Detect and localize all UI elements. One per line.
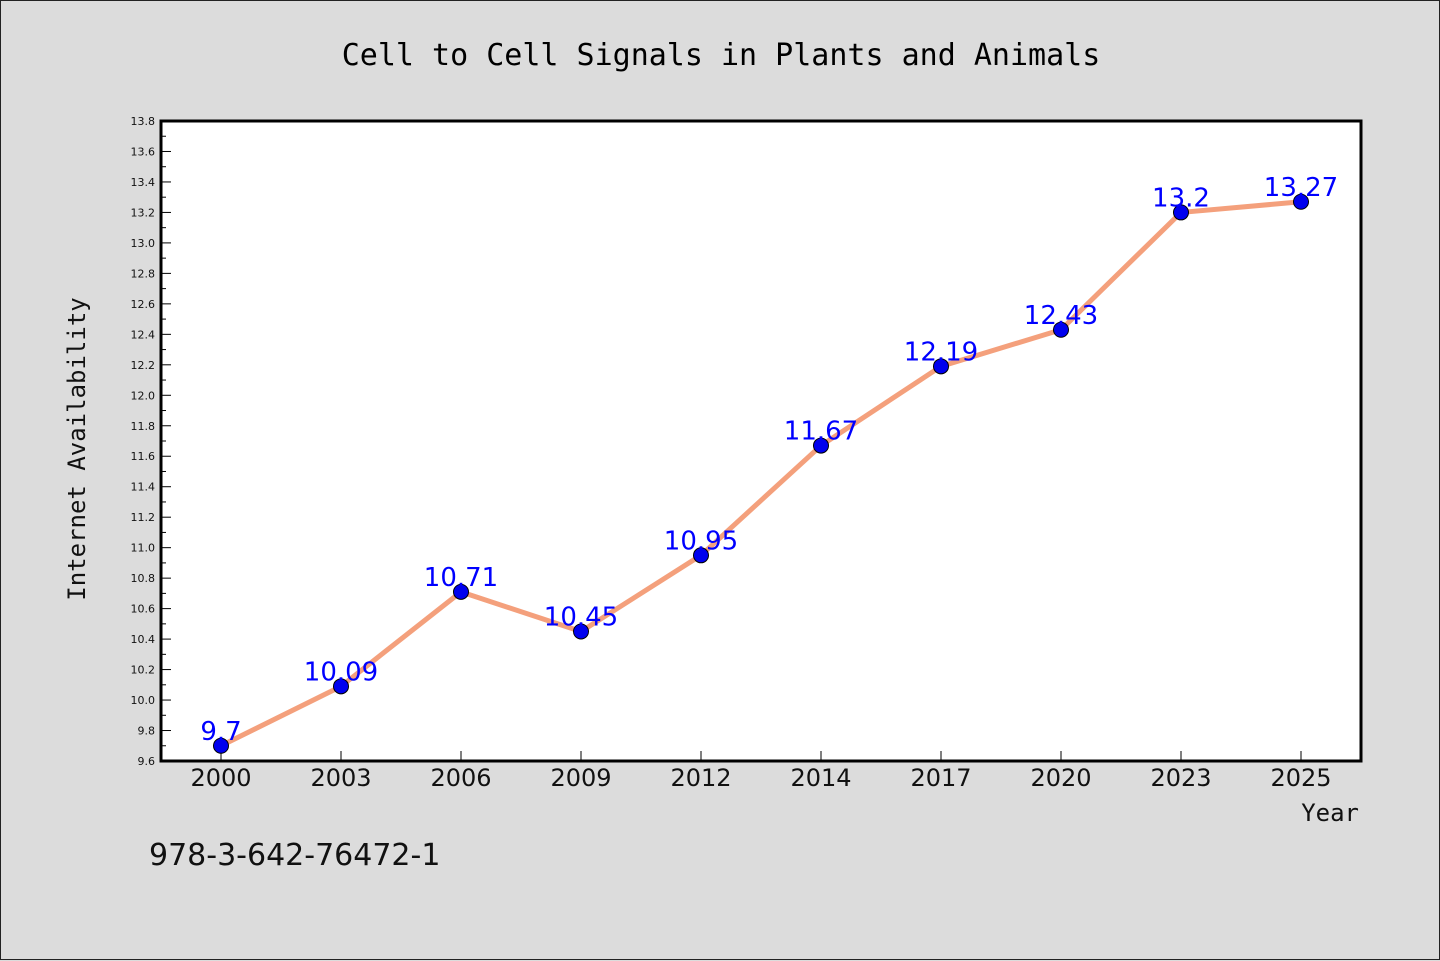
series-line bbox=[219, 199, 1302, 749]
x-axis: 2000 2003 2006 2009 2012 2014 2017 2020 2023 2025 bbox=[190, 751, 1332, 792]
y-tick-label: 13.0 bbox=[131, 237, 156, 250]
y-axis-label: Internet Availability bbox=[63, 297, 91, 600]
data-label: 10.45 bbox=[544, 602, 618, 632]
data-labels: 9.7 10.09 10.71 10.45 10.95 11.67 12.19 12.43 13… bbox=[200, 173, 1338, 747]
data-label: 12.43 bbox=[1024, 301, 1098, 331]
x-tick-label: 2006 bbox=[430, 764, 491, 792]
x-axis-label: Year bbox=[1301, 799, 1359, 827]
data-point bbox=[573, 623, 589, 640]
y-tick-label: 13.4 bbox=[131, 176, 156, 189]
y-tick-label: 12.4 bbox=[131, 328, 156, 341]
data-point bbox=[813, 437, 829, 454]
data-point bbox=[1293, 193, 1309, 210]
data-label: 13.2 bbox=[1152, 183, 1210, 213]
y-tick-label: 13.8 bbox=[131, 115, 156, 128]
plot-area bbox=[159, 119, 1363, 763]
x-tick-label: 2023 bbox=[1150, 764, 1211, 792]
data-label: 10.09 bbox=[304, 657, 378, 687]
x-tick-label: 2003 bbox=[310, 764, 371, 792]
y-tick-label: 12.6 bbox=[131, 298, 156, 311]
data-point bbox=[453, 583, 469, 600]
isbn-text: 978-3-642-76472-1 bbox=[149, 838, 440, 873]
y-tick-label: 12.2 bbox=[131, 359, 156, 372]
data-point bbox=[1173, 204, 1189, 221]
data-point bbox=[333, 678, 349, 695]
y-tick-label: 10.2 bbox=[131, 664, 156, 677]
data-label: 9.7 bbox=[200, 717, 241, 747]
x-tick-label: 2017 bbox=[910, 764, 971, 792]
data-point bbox=[1053, 321, 1069, 338]
data-point bbox=[693, 547, 709, 564]
y-tick-label: 11.0 bbox=[131, 542, 156, 555]
x-tick-label: 2025 bbox=[1270, 764, 1331, 792]
y-tick-label: 11.4 bbox=[131, 481, 156, 494]
data-point bbox=[933, 358, 949, 375]
x-tick-label: 2012 bbox=[670, 764, 731, 792]
y-tick-label: 12.0 bbox=[131, 389, 156, 402]
data-point bbox=[213, 737, 229, 754]
y-tick-label: 13.6 bbox=[131, 145, 156, 158]
y-tick-label: 11.6 bbox=[131, 450, 156, 463]
data-label: 10.95 bbox=[664, 526, 738, 556]
x-tick-label: 2000 bbox=[190, 764, 251, 792]
data-label: 13.27 bbox=[1264, 173, 1338, 203]
y-tick-label: 9.6 bbox=[138, 755, 156, 768]
y-tick-label: 11.8 bbox=[131, 420, 156, 433]
x-tick-label: 2020 bbox=[1030, 764, 1091, 792]
y-tick-label: 10.8 bbox=[131, 572, 156, 585]
y-tick-label: 11.2 bbox=[131, 511, 156, 524]
y-tick-label: 12.8 bbox=[131, 267, 156, 280]
data-label: 11.67 bbox=[784, 417, 858, 447]
series-markers bbox=[213, 193, 1309, 754]
y-tick-label: 10.0 bbox=[131, 694, 156, 707]
x-tick-label: 2009 bbox=[550, 764, 611, 792]
y-tick-label: 13.2 bbox=[131, 206, 156, 219]
data-label: 10.71 bbox=[424, 563, 498, 593]
chart-title: Cell to Cell Signals in Plants and Anima… bbox=[342, 38, 1101, 73]
y-tick-label: 9.8 bbox=[138, 725, 156, 738]
x-tick-label: 2014 bbox=[790, 764, 851, 792]
y-axis: 9.6 9.8 10.0 10.2 10.4 10.6 10.8 11.0 11.2 11.4 11… bbox=[131, 115, 171, 768]
data-label: 12.19 bbox=[904, 337, 978, 367]
y-tick-label: 10.6 bbox=[131, 603, 156, 616]
y-tick-label: 10.4 bbox=[131, 633, 156, 646]
